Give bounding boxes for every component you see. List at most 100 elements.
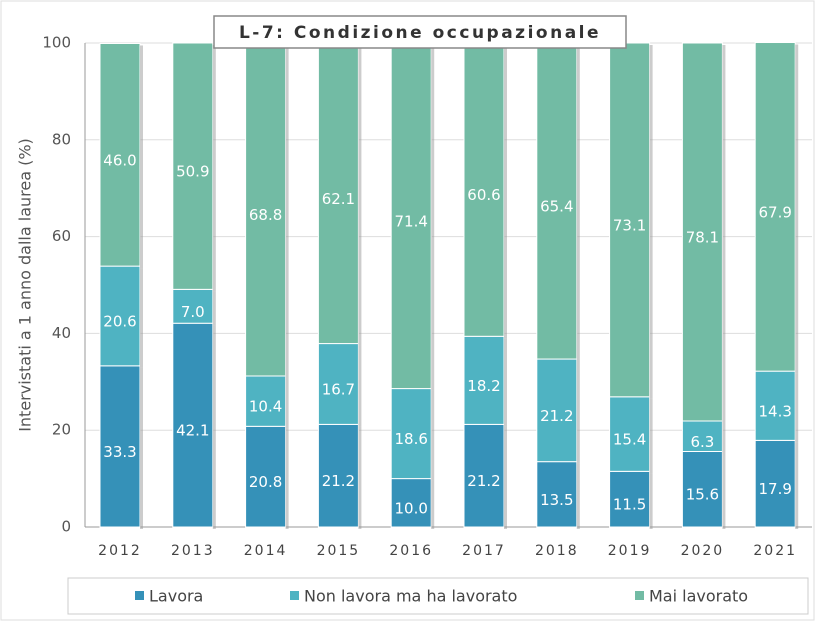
bar-shadow	[795, 373, 799, 443]
bar-shadow	[649, 473, 653, 529]
value-label: 21.2	[467, 472, 500, 490]
y-tick-label: 60	[52, 227, 71, 245]
value-label: 21.2	[322, 472, 355, 490]
legend-box	[67, 577, 809, 615]
value-label: 16.7	[322, 380, 355, 398]
bar-shadow	[576, 361, 580, 464]
value-label: 6.3	[690, 433, 714, 451]
y-tick-label: 0	[61, 518, 71, 536]
bar-segment	[99, 365, 141, 528]
bar-shadow	[212, 291, 216, 326]
value-label: 71.4	[394, 212, 427, 230]
chart-title: L-7: Condizione occupazionale	[239, 23, 601, 43]
x-tick-label: 2012	[98, 543, 142, 559]
plot-area: 0 20 40 60 80 100 2012 33.3 20.6 46.0 2013 42.1 7.0 5…	[42, 34, 812, 559]
bar-shadow	[358, 45, 362, 346]
x-tick-label: 2014	[244, 543, 288, 559]
legend-label: Non lavora ma ha lavorato	[304, 587, 517, 606]
bar-shadow	[649, 45, 653, 399]
bar-shadow	[212, 325, 216, 529]
legend-marker	[135, 591, 144, 600]
bar-segment	[681, 42, 723, 422]
bar-shadow	[722, 45, 726, 424]
value-label: 10.0	[394, 499, 427, 517]
bar-segment	[317, 423, 359, 528]
bar-shadow	[431, 480, 435, 529]
bar-segment	[754, 370, 796, 441]
value-label: 20.8	[249, 473, 282, 491]
value-label: 78.1	[686, 229, 719, 247]
value-label: 21.2	[540, 407, 573, 425]
value-label: 10.4	[249, 398, 282, 416]
value-label: 73.1	[613, 216, 646, 234]
y-tick-label: 20	[52, 421, 71, 439]
value-label: 65.4	[540, 197, 573, 215]
bar-shadow	[285, 45, 289, 378]
y-tick-label: 100	[42, 34, 71, 52]
value-label: 62.1	[322, 190, 355, 208]
x-tick-label: 2020	[681, 543, 725, 559]
x-tick-label: 2018	[535, 543, 579, 559]
bar-segment	[317, 42, 359, 345]
bar-segment	[390, 42, 432, 390]
bar-segment	[390, 388, 432, 480]
bar-shadow	[722, 423, 726, 454]
x-tick-label: 2015	[317, 543, 361, 559]
legend-marker	[290, 591, 299, 600]
bar-segment	[245, 425, 287, 528]
bar-segment	[463, 335, 505, 425]
value-label: 33.3	[103, 443, 136, 461]
value-label: 13.5	[540, 491, 573, 509]
title-box	[213, 15, 627, 49]
bar-shadow	[795, 44, 799, 374]
value-label: 14.3	[758, 402, 791, 420]
value-label: 46.0	[103, 151, 136, 169]
x-tick-label: 2021	[753, 543, 797, 559]
bar-segment	[609, 42, 651, 398]
bar-shadow	[212, 45, 216, 292]
bar-shadow	[140, 45, 143, 269]
bar-segment	[754, 42, 796, 372]
bar-segment	[463, 423, 505, 528]
bar-shadow	[358, 426, 362, 529]
x-tick-label: 2017	[462, 543, 506, 559]
bar-shadow	[722, 453, 726, 529]
value-label: 7.0	[181, 303, 205, 321]
value-label: 20.6	[103, 312, 136, 330]
legend-label: Lavora	[149, 587, 203, 606]
value-label: 42.1	[176, 422, 209, 440]
bar-segment	[245, 375, 287, 427]
x-tick-label: 2013	[171, 543, 215, 559]
y-tick-label: 40	[52, 324, 71, 342]
bar-shadow	[285, 377, 289, 429]
bar-shadow	[795, 442, 799, 529]
bar-segment	[754, 439, 796, 528]
bar-shadow	[504, 426, 507, 529]
bar-shadow	[285, 428, 289, 529]
bar-segment	[681, 420, 723, 452]
bar-shadow	[140, 268, 143, 368]
x-tick-label: 2019	[608, 543, 652, 559]
bar-shadow	[358, 345, 362, 427]
y-axis-label: Intervistati a 1 anno dalla laurea (%)	[16, 138, 35, 432]
bar-shadow	[504, 45, 507, 339]
value-label: 17.9	[758, 480, 791, 498]
value-label: 50.9	[176, 163, 209, 181]
value-label: 15.4	[613, 431, 646, 449]
value-label: 60.6	[467, 186, 500, 204]
value-label: 15.6	[686, 486, 719, 504]
bar-shadow	[431, 45, 435, 391]
bar-segment	[681, 450, 723, 528]
bar-segment	[536, 461, 578, 528]
value-label: 11.5	[613, 496, 646, 514]
bar-segment	[245, 42, 287, 377]
bar-shadow	[576, 44, 580, 362]
x-tick-label: 2016	[389, 543, 433, 559]
bar-shadow	[649, 398, 653, 474]
bar-shadow	[140, 367, 143, 529]
value-label: 18.6	[394, 430, 427, 448]
value-label: 68.8	[249, 206, 282, 224]
bar-shadow	[504, 338, 507, 427]
bar-shadow	[431, 390, 435, 481]
